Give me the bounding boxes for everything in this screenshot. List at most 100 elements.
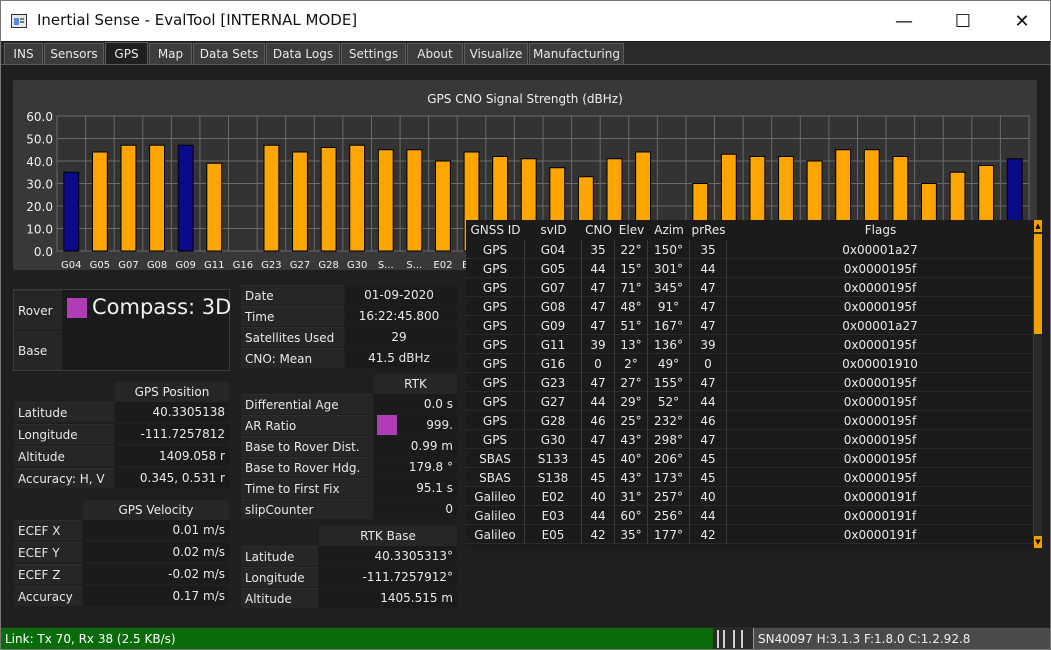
tab-gps[interactable]: GPS xyxy=(105,42,148,64)
tab-about[interactable]: About xyxy=(407,43,463,64)
status-bar: Link: Tx 70, Rx 38 (2.5 KB/s) SN40097 H:… xyxy=(1,627,1050,649)
column-header-flags[interactable]: Flags xyxy=(864,223,897,237)
y-tick-label: 30.0 xyxy=(26,178,53,192)
rover-status-swatch xyxy=(67,298,87,318)
column-header-sv-id[interactable]: svID xyxy=(540,223,567,237)
table-row[interactable]: GPS G30 47 43° 298° 47 0x0000195f xyxy=(466,430,1034,449)
column-header-gnss-id[interactable]: GNSS ID xyxy=(470,223,521,237)
cell-sv-id: G30 xyxy=(525,430,582,449)
cell-azim: 301° xyxy=(648,259,690,278)
cell-flags: 0x0000191f xyxy=(727,487,1034,506)
status-separator xyxy=(717,630,719,648)
maximize-button[interactable]: ☐ xyxy=(954,10,972,32)
x-tick-label: G08 xyxy=(147,260,167,270)
info-label: CNO: Mean xyxy=(241,348,344,368)
scroll-thumb[interactable] xyxy=(1034,234,1042,334)
table-row[interactable]: GPS G07 47 71° 345° 47 0x0000195f xyxy=(466,278,1034,297)
tab-data-sets[interactable]: Data Sets xyxy=(193,43,265,64)
info-value: 01-09-2020 xyxy=(345,285,457,305)
minimize-button[interactable]: — xyxy=(895,10,913,32)
tab-sensors[interactable]: Sensors xyxy=(44,43,104,64)
rtk-base-value: 1405.515 m xyxy=(319,588,457,608)
table-row[interactable]: Galileo E03 44 60° 256° 44 0x0000191f xyxy=(466,506,1034,525)
cell-pr-res: 47 xyxy=(690,373,727,392)
table-scrollbar[interactable]: ▲ ▼ xyxy=(1034,220,1042,548)
cell-elev: 13° xyxy=(615,335,648,354)
tab-visualize[interactable]: Visualize xyxy=(464,43,528,64)
rtk-value: 179.8 ° xyxy=(374,457,457,477)
table-row[interactable]: GPS G27 44 29° 52° 44 0x0000195f xyxy=(466,392,1034,411)
tab-ins[interactable]: INS xyxy=(4,43,43,64)
cell-flags: 0x0000195f xyxy=(727,449,1034,468)
tab-data-logs[interactable]: Data Logs xyxy=(266,43,340,64)
cell-elev: 48° xyxy=(615,297,648,316)
info-value: 29 xyxy=(345,327,457,347)
column-header-pr-res[interactable]: prRes xyxy=(691,223,726,237)
column-header-azim[interactable]: Azim xyxy=(654,223,684,237)
gps-position-label: Altitude xyxy=(14,446,114,466)
bar-G09 xyxy=(177,144,194,252)
bar-G04 xyxy=(63,171,80,252)
cell-flags: 0x00001a27 xyxy=(727,316,1034,335)
bar-G28 xyxy=(320,147,337,252)
gps-velocity-value: -0.02 m/s xyxy=(83,564,229,584)
info-value: 41.5 dBHz xyxy=(345,348,457,368)
cell-flags: 0x0000191f xyxy=(727,506,1034,525)
cell-pr-res: 44 xyxy=(690,506,727,525)
gps-position-value: -111.7257812 xyxy=(115,424,229,444)
cell-sv-id: G07 xyxy=(525,278,582,297)
table-row[interactable]: GPS G16 0 2° 49° 0 0x00001910 xyxy=(466,354,1034,373)
table-row[interactable]: GPS G11 39 13° 136° 39 0x0000195f xyxy=(466,335,1034,354)
table-row[interactable]: GPS G05 44 15° 301° 44 0x0000195f xyxy=(466,259,1034,278)
rtk-label: slipCounter xyxy=(241,499,373,519)
table-row[interactable]: GPS G09 47 51° 167° 47 0x00001a27 xyxy=(466,316,1034,335)
cell-azim: 232° xyxy=(648,411,690,430)
gps-velocity-value: 0.02 m/s xyxy=(83,542,229,562)
close-button[interactable]: ✕ xyxy=(1014,10,1030,32)
cell-azim: 150° xyxy=(648,240,690,259)
rover-status-value: Compass: 3D xyxy=(92,295,232,319)
table-row[interactable]: GPS G04 35 22° 150° 35 0x00001a27 xyxy=(466,240,1034,259)
tab-manufacturing[interactable]: Manufacturing xyxy=(529,43,624,64)
column-header-cno[interactable]: CNO xyxy=(585,223,612,237)
cell-cno: 47 xyxy=(582,297,615,316)
x-tick-label: S... xyxy=(406,260,422,270)
rtk-label: Differential Age xyxy=(241,394,373,414)
table-row[interactable]: SBAS S138 45 43° 173° 45 0x0000195f xyxy=(466,468,1034,487)
cell-gnss-id: GPS xyxy=(466,278,525,297)
gps-position-label: Latitude xyxy=(14,402,114,422)
x-tick-label: G09 xyxy=(175,260,195,270)
cell-pr-res: 44 xyxy=(690,259,727,278)
gps-position-value: 40.3305138 xyxy=(115,402,229,422)
cell-pr-res: 39 xyxy=(690,335,727,354)
table-row[interactable]: SBAS S133 45 40° 206° 45 0x0000195f xyxy=(466,449,1034,468)
status-separator xyxy=(741,630,743,648)
tab-map[interactable]: Map xyxy=(149,43,192,64)
scroll-up-icon[interactable]: ▲ xyxy=(1034,220,1042,232)
cell-elev: 43° xyxy=(615,468,648,487)
table-row[interactable]: GPS G08 47 48° 91° 47 0x0000195f xyxy=(466,297,1034,316)
column-header-elev[interactable]: Elev xyxy=(618,223,645,237)
table-row[interactable]: Galileo E05 42 35° 177° 42 0x0000191f xyxy=(466,525,1034,544)
base-value xyxy=(63,331,229,370)
cell-elev: 15° xyxy=(615,259,648,278)
cell-azim: 49° xyxy=(648,354,690,373)
bar-G08 xyxy=(149,144,165,252)
cell-pr-res: 46 xyxy=(690,411,727,430)
cell-sv-id: G04 xyxy=(525,240,582,259)
rtk-base-label: Altitude xyxy=(241,588,318,608)
cell-azim: 155° xyxy=(648,373,690,392)
cell-cno: 45 xyxy=(582,449,615,468)
table-row[interactable]: GPS G28 46 25° 232° 46 0x0000195f xyxy=(466,411,1034,430)
table-row[interactable]: Galileo E02 40 31° 257° 40 0x0000191f xyxy=(466,487,1034,506)
cell-elev: 2° xyxy=(615,354,648,373)
rtk-label: Base to Rover Dist. xyxy=(241,436,373,456)
tab-settings[interactable]: Settings xyxy=(341,43,406,64)
cell-flags: 0x0000195f xyxy=(727,259,1034,278)
cell-cno: 47 xyxy=(582,373,615,392)
cell-flags: 0x0000195f xyxy=(727,373,1034,392)
ar-ratio-swatch xyxy=(377,415,397,435)
cell-cno: 47 xyxy=(582,278,615,297)
scroll-down-icon[interactable]: ▼ xyxy=(1034,536,1042,548)
table-row[interactable]: GPS G23 47 27° 155° 47 0x0000195f xyxy=(466,373,1034,392)
